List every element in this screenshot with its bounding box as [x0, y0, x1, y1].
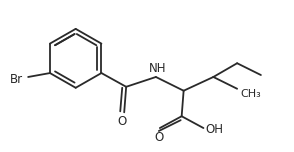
Text: O: O	[154, 131, 163, 144]
Text: CH₃: CH₃	[240, 89, 261, 99]
Text: O: O	[118, 115, 127, 128]
Text: OH: OH	[205, 123, 223, 136]
Text: NH: NH	[149, 62, 167, 75]
Text: Br: Br	[10, 73, 23, 86]
